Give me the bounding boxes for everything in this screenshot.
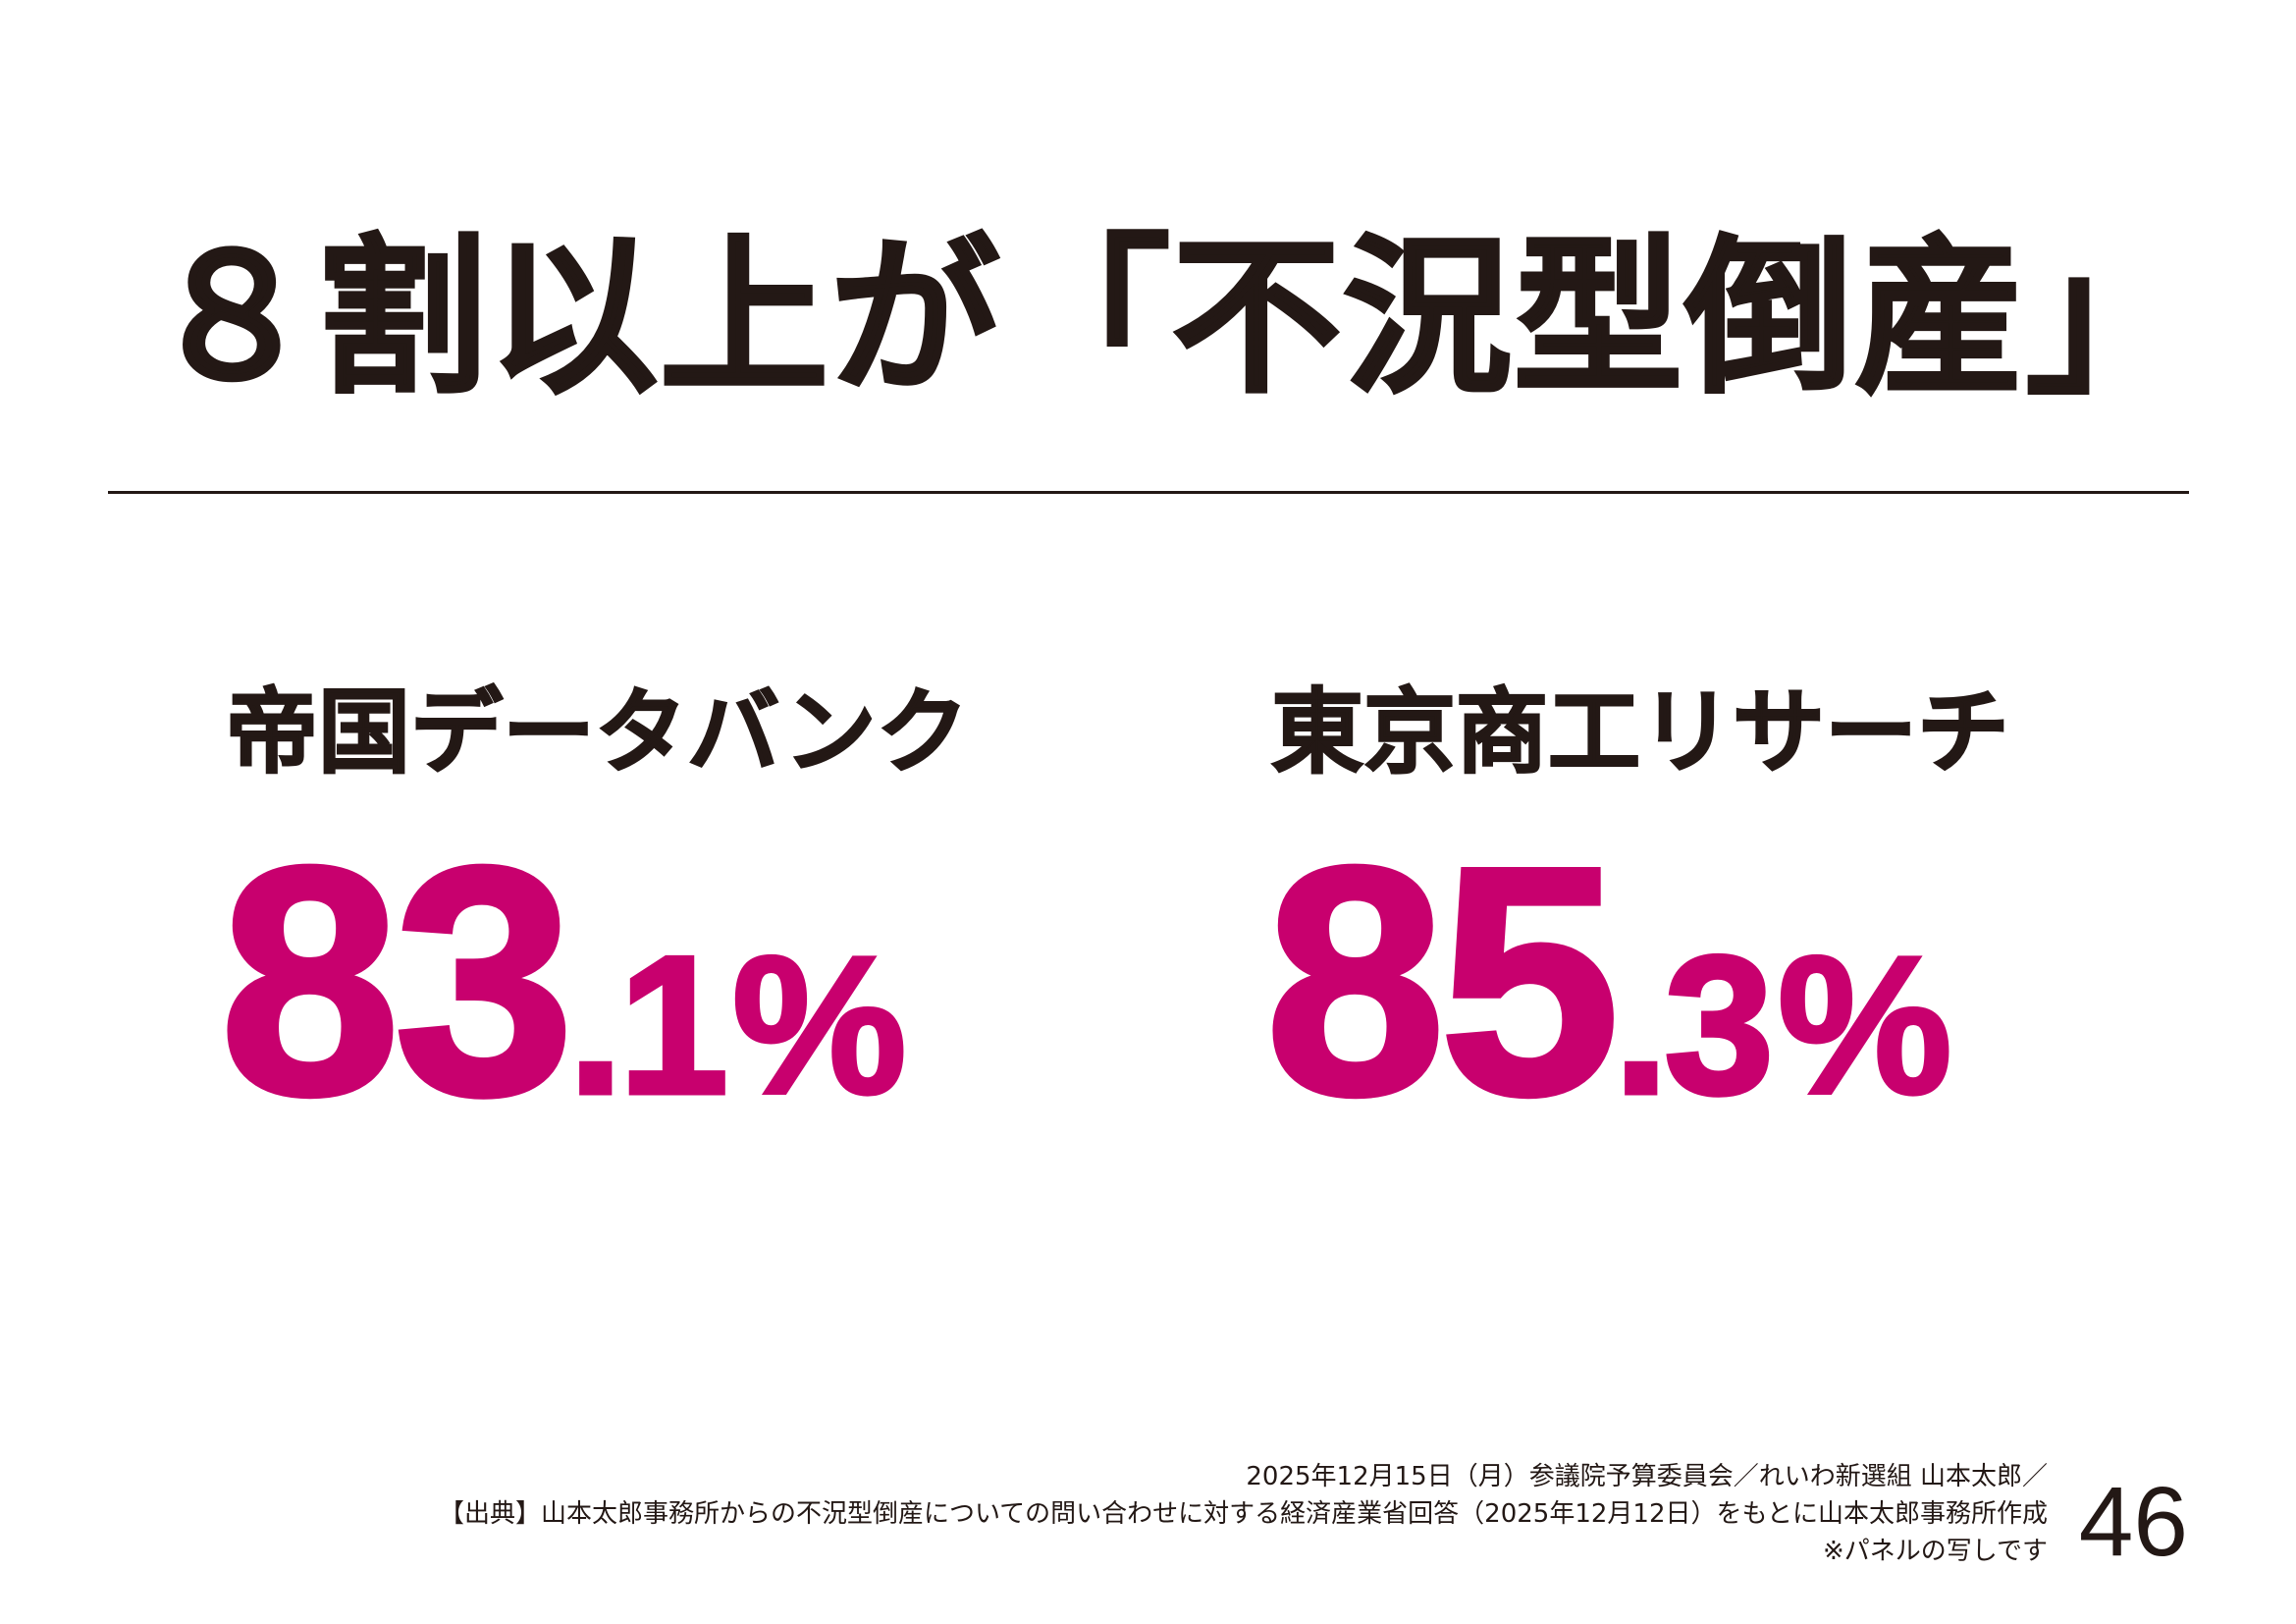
stat-label: 帝国データバンク [225,679,970,786]
footer-note-line: ※パネルの写しです [1822,1537,2048,1566]
stat-value: 83.1% [217,816,969,1146]
stat-value-decimal: .3 [1612,916,1777,1135]
stat-value-integer: 85 [1262,799,1623,1162]
stat-value-unit: % [1776,916,1954,1135]
stat-value-decimal: .1 [566,916,731,1135]
stat-teikoku-databank: 帝国データバンク 83.1% [217,679,970,1146]
stat-value: 85.3% [1262,816,2009,1146]
stat-label: 東京商工リサーチ [1270,679,2010,786]
page-title: ８割以上が「不況型倒産」 [146,219,2197,416]
source-footer: 2025年12月15日（月）参議院予算委員会／れいわ新選組 山本太郎／ 【出典】… [439,1458,2048,1570]
stat-value-integer: 83 [217,799,577,1162]
stat-tokyo-shoko-research: 東京商工リサーチ 85.3% [1262,679,2010,1146]
stat-value-unit: % [730,916,909,1135]
title-divider [108,491,2189,494]
page-number: 46 [2078,1467,2188,1577]
footer-date-line: 2025年12月15日（月）参議院予算委員会／れいわ新選組 山本太郎／ [1246,1462,2048,1491]
footer-source-line: 【出典】山本太郎事務所からの不況型倒産についての問い合わせに対する経済産業省回答… [438,1499,2048,1529]
